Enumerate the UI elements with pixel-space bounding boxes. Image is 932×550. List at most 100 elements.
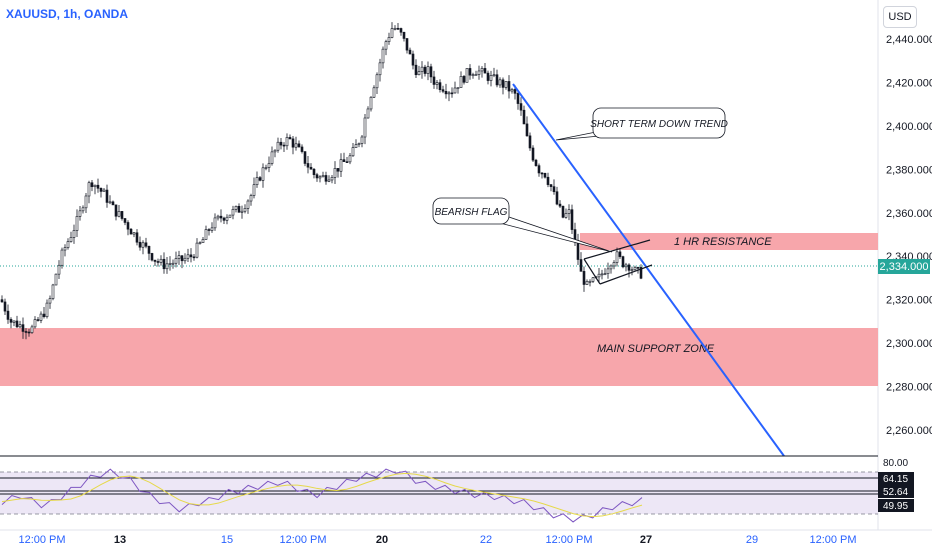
candle-body bbox=[255, 177, 259, 186]
bearish-flag-pattern[interactable] bbox=[583, 239, 653, 285]
callout-short-term-down-trend[interactable]: SHORT TERM DOWN TREND bbox=[555, 107, 728, 141]
candle-body bbox=[426, 66, 430, 74]
candle-body bbox=[114, 204, 118, 217]
callout-bearish-flag[interactable]: BEARISH FLAG bbox=[432, 197, 613, 253]
rsi-tick-label: 52.64 bbox=[883, 487, 908, 498]
candle-body bbox=[489, 75, 493, 81]
time-axis[interactable]: 12:00 PM 13 15 12:00 PM 20 22 12:00 PM 27 29 12:0… bbox=[18, 534, 856, 546]
price-tick-label: 2,320.000 bbox=[886, 295, 932, 307]
candle-body bbox=[252, 184, 256, 196]
candle-body bbox=[348, 155, 352, 163]
candle-body bbox=[603, 273, 607, 275]
candle-body bbox=[93, 184, 97, 187]
price-tick-label: 2,380.000 bbox=[886, 164, 932, 176]
candle-body bbox=[141, 242, 145, 248]
candle-body bbox=[471, 74, 475, 77]
price-tick-label: 2,420.000 bbox=[886, 78, 932, 90]
current-price-label: 2,334.000 bbox=[880, 261, 929, 273]
candle-body bbox=[615, 251, 619, 263]
candle-body bbox=[63, 247, 67, 251]
candle-body bbox=[0, 299, 4, 303]
candle-body bbox=[612, 262, 616, 267]
time-tick-label: 15 bbox=[221, 534, 233, 546]
time-tick-label: 12:00 PM bbox=[279, 534, 326, 546]
candle-body bbox=[84, 195, 88, 209]
time-tick-label: 29 bbox=[746, 534, 758, 546]
candle-body bbox=[633, 267, 637, 271]
candle-body bbox=[585, 281, 589, 285]
candle-body bbox=[309, 166, 313, 170]
candle-body bbox=[24, 331, 28, 333]
currency-button[interactable]: USD bbox=[883, 6, 917, 28]
candle-body bbox=[450, 92, 454, 95]
candle-body bbox=[363, 117, 367, 138]
main-support-zone bbox=[0, 328, 878, 386]
price-tick-label: 2,280.000 bbox=[886, 382, 932, 394]
price-axis[interactable]: 2,440.000 2,420.000 2,400.000 2,380.000 2,36… bbox=[886, 34, 932, 437]
rsi-pane[interactable]: 80.00 64.15 52.64 49.95 bbox=[0, 455, 914, 523]
rsi-value-badge bbox=[878, 485, 914, 498]
candle-body bbox=[531, 147, 535, 161]
candle-body bbox=[72, 230, 76, 238]
candle-body bbox=[186, 254, 190, 259]
candle-body bbox=[312, 168, 316, 175]
candle-body bbox=[351, 147, 355, 157]
candle-body bbox=[156, 261, 160, 263]
plot-area[interactable] bbox=[0, 0, 878, 456]
resistance-zone bbox=[580, 233, 878, 250]
candle-body bbox=[315, 174, 319, 179]
candle-body bbox=[357, 143, 361, 145]
candle-body bbox=[60, 249, 64, 266]
candle-body bbox=[492, 74, 496, 77]
candle-body bbox=[543, 172, 547, 178]
flag-lower-line bbox=[599, 264, 653, 285]
candle-body bbox=[219, 215, 223, 219]
rsi-line bbox=[1, 468, 643, 523]
price-tick-label: 2,260.000 bbox=[886, 425, 932, 437]
time-tick-label: 27 bbox=[640, 534, 652, 546]
candle-body bbox=[447, 92, 451, 95]
candle-body bbox=[369, 96, 373, 110]
candle-body bbox=[177, 255, 181, 259]
candle-body bbox=[306, 163, 310, 168]
candle-body bbox=[354, 144, 358, 148]
candle-body bbox=[390, 28, 394, 38]
resistance-zone-label: 1 HR RESISTANCE bbox=[674, 236, 772, 248]
candle-body bbox=[495, 74, 499, 86]
rsi-value-badge bbox=[878, 499, 914, 512]
candle-body bbox=[444, 91, 448, 95]
candle-body bbox=[9, 319, 13, 323]
support-zone-label: MAIN SUPPORT ZONE bbox=[597, 343, 715, 355]
candle-body bbox=[507, 81, 511, 92]
candle-body bbox=[189, 254, 193, 258]
callout-text: SHORT TERM DOWN TREND bbox=[590, 119, 728, 130]
candle-body bbox=[57, 264, 61, 275]
candle-body bbox=[147, 245, 151, 254]
candle-body bbox=[504, 81, 508, 88]
candlestick-series bbox=[0, 22, 643, 340]
candle-body bbox=[258, 177, 262, 181]
rsi-tick-label: 64.15 bbox=[883, 474, 908, 485]
candle-body bbox=[168, 263, 172, 265]
candle-body bbox=[33, 319, 37, 328]
candle-body bbox=[318, 176, 322, 179]
symbol-title[interactable]: XAUUSD, 1h, OANDA bbox=[6, 7, 129, 21]
candle-body bbox=[45, 302, 49, 318]
downtrend-line[interactable] bbox=[512, 83, 785, 457]
candle-body bbox=[405, 38, 409, 51]
candle-body bbox=[435, 82, 439, 85]
candle-body bbox=[12, 320, 16, 323]
candle-body bbox=[69, 237, 73, 242]
candle-body bbox=[51, 284, 55, 299]
candle-body bbox=[453, 87, 457, 94]
candle-body bbox=[546, 176, 550, 185]
candle-body bbox=[372, 87, 376, 98]
candle-body bbox=[105, 189, 109, 203]
candle-body bbox=[207, 229, 211, 231]
candle-body bbox=[636, 267, 640, 269]
candle-body bbox=[606, 268, 610, 274]
time-tick-label: 12:00 PM bbox=[18, 534, 65, 546]
candle-body bbox=[567, 209, 571, 214]
candle-body bbox=[330, 177, 334, 181]
